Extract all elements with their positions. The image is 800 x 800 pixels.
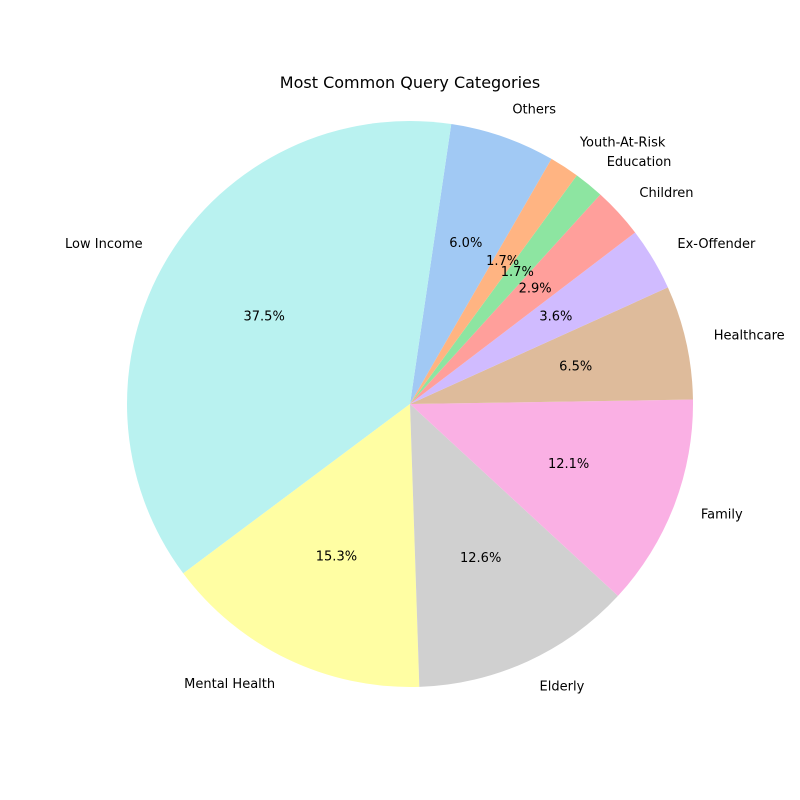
slice-percent-label: 1.7%: [501, 265, 534, 280]
pie-slice-ex-offender: [410, 232, 668, 404]
pie-slice-healthcare: [410, 287, 693, 404]
slices-layer: [127, 121, 694, 688]
slice-label: Healthcare: [714, 329, 785, 344]
slice-label: Others: [512, 103, 556, 118]
pie-slice-low-income: [127, 121, 452, 574]
pie-slice-family: [410, 399, 694, 596]
slice-label: Low Income: [65, 237, 143, 252]
slice-percent-label: 37.5%: [244, 310, 285, 325]
pie-slice-mental-health: [183, 404, 420, 688]
slice-label: Education: [607, 155, 672, 170]
labels-layer: Others 6.0% Low Income 37.5% Mental Health 15…: [65, 103, 785, 695]
pie-slice-others: [410, 124, 552, 405]
chart-title: Most Common Query Categories: [280, 73, 540, 92]
pie-slice-elderly: [410, 404, 618, 687]
slice-percent-label: 6.5%: [559, 359, 592, 374]
slice-percent-label: 6.0%: [449, 236, 482, 251]
pie-slice-education: [410, 175, 601, 404]
slice-percent-label: 2.9%: [519, 282, 552, 297]
slice-label: Ex-Offender: [677, 237, 756, 252]
pie-slice-children: [410, 194, 636, 404]
slice-percent-label: 12.6%: [460, 551, 501, 566]
pie-slice-youth-at-risk: [410, 158, 577, 404]
slice-percent-label: 1.7%: [486, 254, 519, 269]
slice-label: Children: [639, 186, 693, 201]
slice-percent-label: 12.1%: [548, 457, 589, 472]
slice-percent-label: 15.3%: [316, 550, 357, 565]
slice-label: Youth-At-Risk: [579, 136, 666, 151]
slice-label: Mental Health: [184, 677, 275, 692]
slice-label: Elderly: [540, 680, 585, 695]
slice-label: Family: [701, 508, 743, 523]
slice-percent-label: 3.6%: [539, 310, 572, 325]
